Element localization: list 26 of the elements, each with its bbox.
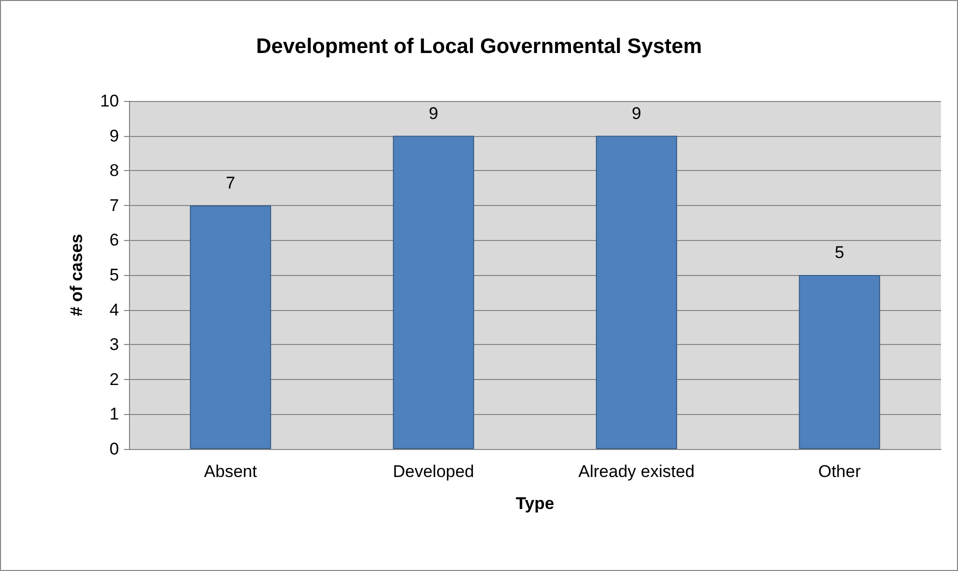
data-label: 9 bbox=[632, 104, 642, 123]
x-tick-label: Developed bbox=[392, 462, 474, 481]
y-tick-label: 3 bbox=[110, 335, 119, 354]
x-tick-label: Other bbox=[818, 462, 862, 481]
x-tick-label: Absent bbox=[204, 462, 258, 481]
y-tick-label: 6 bbox=[110, 230, 119, 250]
bar bbox=[798, 275, 880, 449]
y-tick-label: 10 bbox=[100, 92, 119, 110]
y-tick-label: 9 bbox=[110, 126, 119, 146]
y-tick-label: 5 bbox=[110, 266, 119, 284]
bar bbox=[596, 136, 678, 449]
y-tick-label: 2 bbox=[110, 370, 119, 389]
bar bbox=[190, 205, 272, 449]
chart-title: Development of Local Governmental System bbox=[256, 35, 702, 58]
y-tick-label: 7 bbox=[110, 196, 119, 215]
bar bbox=[392, 136, 474, 449]
data-label: 5 bbox=[834, 243, 844, 262]
x-axis-title: Type bbox=[516, 494, 554, 513]
x-tick-label: Already existed bbox=[578, 462, 695, 481]
data-label: 7 bbox=[226, 173, 236, 192]
y-tick-label: 4 bbox=[110, 300, 119, 320]
y-tick-label: 8 bbox=[110, 161, 119, 180]
y-tick-label: 0 bbox=[110, 440, 119, 458]
data-label: 9 bbox=[428, 104, 438, 123]
y-axis-title: # of cases bbox=[67, 234, 86, 316]
y-tick-label: 1 bbox=[110, 404, 119, 424]
